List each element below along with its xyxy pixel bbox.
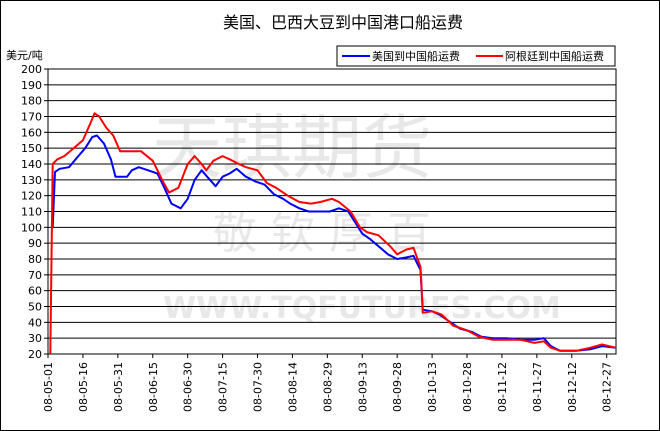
xtick-label-08-06-30: 08-06-30 (182, 362, 195, 412)
ytick-label-170: 170 (21, 111, 42, 124)
xtick-label-08-09-13: 08-09-13 (356, 362, 369, 412)
xtick-label-08-10-13: 08-10-13 (426, 362, 439, 412)
ytick-label-190: 190 (21, 79, 42, 92)
xtick-label-08-12-12: 08-12-12 (566, 362, 579, 412)
ytick-label-90: 90 (28, 237, 42, 250)
watermark-slogan: 敬 钦 厚 百 (213, 208, 431, 259)
series-lines (49, 112, 617, 355)
xtick-label-08-05-01: 08-05-01 (42, 362, 55, 412)
xtick-label-08-07-30: 08-07-30 (252, 362, 265, 412)
xtick-label-08-11-12: 08-11-12 (496, 362, 509, 412)
y-axis-label: 美元/吨 (6, 49, 43, 62)
xtick-label-08-07-15: 08-07-15 (217, 362, 230, 412)
x-axis-ticks: 08-05-01 08-05-16 08-05-31 08-06-15 08-06-30… (42, 354, 614, 412)
ytick-label-60: 60 (28, 285, 42, 298)
ytick-label-80: 80 (28, 253, 42, 266)
xtick-label-08-11-27: 08-11-27 (531, 362, 544, 412)
xtick-label-08-10-28: 08-10-28 (461, 362, 474, 412)
xtick-label-08-08-29: 08-08-29 (321, 362, 334, 412)
ytick-label-150: 150 (21, 142, 42, 155)
xtick-label-08-05-16: 08-05-16 (77, 362, 90, 412)
ytick-label-20: 20 (28, 348, 42, 361)
series-line-1 (49, 112, 617, 355)
legend-label-us: 美国到中国船运费 (372, 49, 460, 63)
ytick-label-200: 200 (21, 63, 42, 76)
legend: 美国到中国船运费 阿根廷到中国船运费 (336, 45, 616, 67)
chart-title: 美国、巴西大豆到中国港口船运费 (223, 13, 463, 32)
ytick-label-160: 160 (21, 126, 42, 139)
y-axis-ticks: 20 30 40 50 60 70 80 90 100 110 120 130 140 150 160 170… (21, 63, 48, 361)
ytick-label-120: 120 (21, 190, 42, 203)
ytick-label-140: 140 (21, 158, 42, 171)
gridlines (47, 68, 617, 355)
watermark-url: WWW.TQFUTURES.COM (163, 291, 561, 326)
ytick-label-130: 130 (21, 174, 42, 187)
watermark: 天琪期货 敬 钦 厚 百 WWW.TQFUTURES.COM (152, 107, 561, 326)
xtick-label-08-06-15: 08-06-15 (147, 362, 160, 412)
ytick-label-180: 180 (21, 95, 42, 108)
xtick-label-08-12-27: 08-12-27 (601, 362, 614, 412)
legend-label-ar: 阿根廷到中国船运费 (505, 49, 604, 63)
xtick-label-08-05-31: 08-05-31 (112, 362, 125, 412)
ytick-label-110: 110 (21, 206, 42, 219)
ytick-label-30: 30 (28, 332, 42, 345)
xtick-label-08-08-14: 08-08-14 (286, 362, 299, 412)
xtick-label-08-09-28: 08-09-28 (391, 362, 404, 412)
ytick-label-70: 70 (28, 269, 42, 282)
ytick-label-40: 40 (28, 316, 42, 329)
ytick-label-100: 100 (21, 221, 42, 234)
ytick-label-50: 50 (28, 301, 42, 314)
